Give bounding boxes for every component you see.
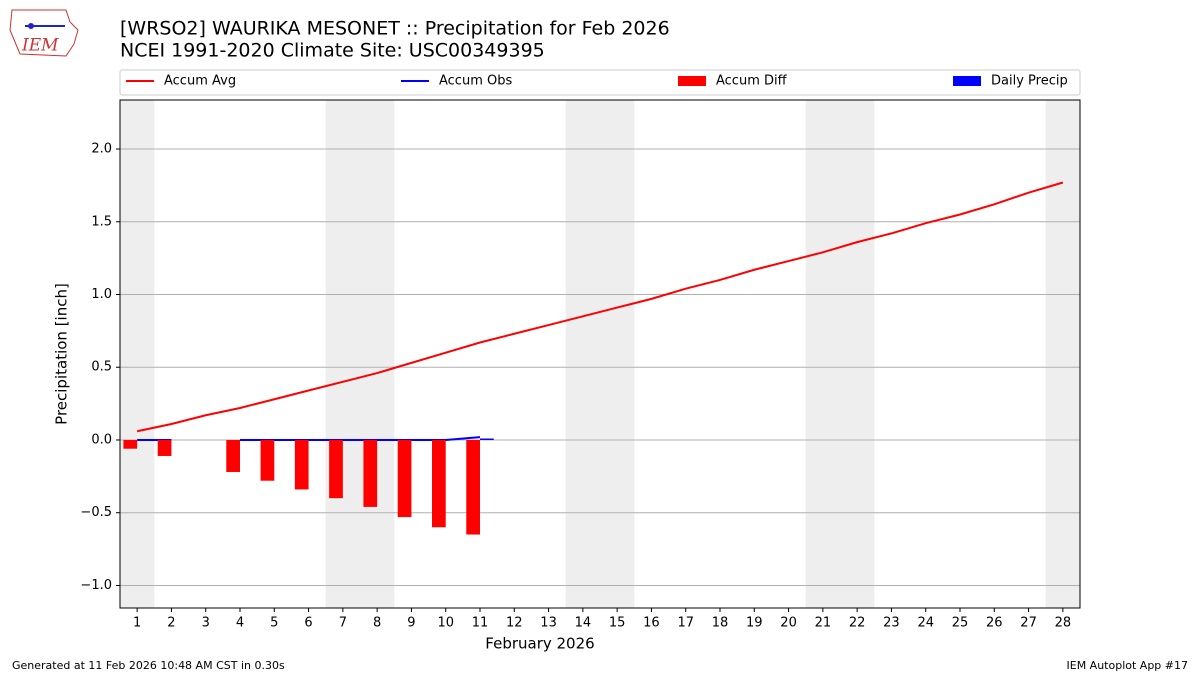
weekend-shade — [325, 100, 395, 608]
x-tick-label: 7 — [339, 616, 347, 631]
y-tick-label: 1.5 — [91, 214, 112, 229]
legend-swatch — [678, 76, 706, 86]
x-tick-label: 9 — [407, 616, 415, 631]
bar — [363, 439, 378, 507]
bar — [123, 439, 138, 449]
y-tick-label: 1.0 — [91, 287, 112, 302]
x-tick-label: 25 — [952, 616, 969, 631]
legend-swatch — [953, 76, 981, 86]
legend-label: Accum Avg — [164, 74, 236, 89]
bar — [260, 439, 275, 481]
x-tick-label: 24 — [917, 616, 934, 631]
chart-title: [WRSO2] WAURIKA MESONET :: Precipitation… — [120, 18, 670, 40]
plot-frame — [119, 99, 1081, 609]
x-tick-label: 18 — [712, 616, 729, 631]
logo-text: IEM — [21, 36, 59, 56]
x-tick-label: 13 — [540, 616, 557, 631]
series-line — [136, 181, 1064, 433]
legend-box — [119, 69, 1081, 96]
x-tick-label: 19 — [746, 616, 763, 631]
y-tick-label: 2.0 — [91, 142, 112, 157]
x-tick-label: 8 — [373, 616, 381, 631]
bar — [157, 439, 172, 456]
footer-left: Generated at 11 Feb 2026 10:48 AM CST in… — [12, 659, 285, 672]
bar — [226, 439, 240, 472]
legend-label: Accum Diff — [716, 74, 788, 89]
x-tick-label: 12 — [506, 616, 523, 631]
weekend-shade — [805, 100, 875, 608]
x-tick-label: 15 — [609, 616, 626, 631]
x-tick-label: 1 — [133, 616, 141, 631]
legend-label: Daily Precip — [991, 74, 1068, 89]
x-tick-label: 28 — [1055, 616, 1072, 631]
x-tick-label: 11 — [472, 616, 489, 631]
y-tick-label: 0.0 — [91, 432, 112, 447]
legend-label: Accum Obs — [439, 74, 512, 89]
bar — [294, 439, 309, 490]
bar — [329, 439, 343, 499]
bar — [432, 439, 446, 528]
x-tick-label: 14 — [575, 616, 592, 631]
x-tick-label: 21 — [815, 616, 832, 631]
weekend-shade — [565, 100, 635, 608]
x-tick-label: 4 — [236, 616, 244, 631]
bar — [466, 439, 480, 535]
chart-subtitle: NCEI 1991-2020 Climate Site: USC00349395 — [120, 40, 545, 62]
x-tick-label: 16 — [643, 616, 660, 631]
bar — [480, 438, 494, 440]
x-tick-label: 27 — [1020, 616, 1037, 631]
x-tick-label: 10 — [437, 616, 454, 631]
y-tick-label: −0.5 — [80, 505, 112, 520]
x-tick-label: 17 — [677, 616, 694, 631]
x-tick-label: 6 — [304, 616, 312, 631]
y-tick-label: 0.5 — [91, 360, 112, 375]
x-tick-label: 20 — [780, 616, 797, 631]
weekend-shade — [1045, 100, 1080, 608]
x-tick-label: 22 — [849, 616, 866, 631]
y-axis-label: Precipitation [inch] — [53, 283, 71, 425]
logo: IEM — [9, 9, 79, 57]
x-axis-label: February 2026 — [485, 635, 594, 653]
weekend-shade — [120, 100, 155, 608]
x-tick-label: 5 — [270, 616, 278, 631]
x-tick-label: 3 — [202, 616, 210, 631]
x-tick-label: 2 — [167, 616, 175, 631]
y-tick-label: −1.0 — [80, 578, 112, 593]
x-tick-label: 23 — [883, 616, 900, 631]
x-tick-label: 26 — [986, 616, 1003, 631]
footer-right: IEM Autoplot App #17 — [1067, 659, 1189, 672]
bar — [397, 439, 412, 518]
